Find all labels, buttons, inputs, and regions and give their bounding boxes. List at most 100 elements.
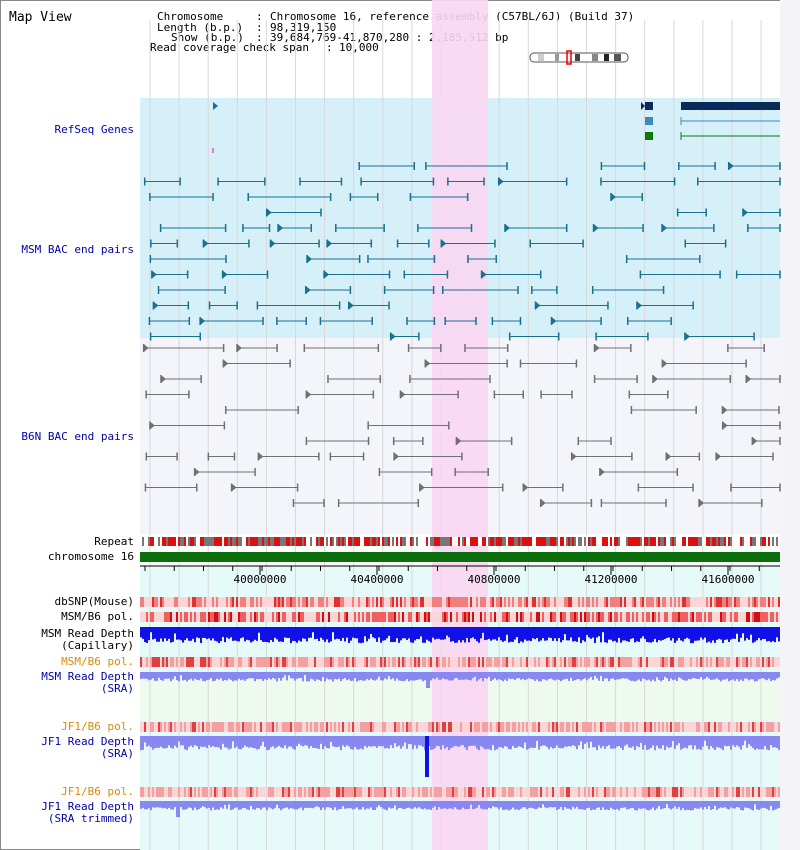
track-label-msm-bac[interactable]: MSM BAC end pairs bbox=[21, 243, 134, 256]
msm-depth-sra-bar bbox=[222, 672, 224, 681]
jf1-b6-pol-2-strip bbox=[312, 787, 314, 797]
jf1-b6-pol-strip bbox=[178, 722, 180, 732]
jf1-depth-sra-bar bbox=[318, 736, 320, 749]
jf1-b6-pol-2-strip bbox=[196, 787, 198, 797]
track-label-jf1-depth-sra[interactable]: JF1 Read Depth bbox=[41, 735, 134, 748]
jf1-depth-sra-bar bbox=[354, 736, 356, 747]
jf1-depth-sra-bar bbox=[770, 736, 772, 746]
track-label-msm-b6-pol[interactable]: MSM/B6 pol. bbox=[61, 610, 134, 623]
jf1-b6-pol-strip bbox=[732, 722, 734, 732]
track-label-jf1-b6-pol-2[interactable]: JF1/B6 pol. bbox=[61, 785, 134, 798]
track-label-chromosome[interactable]: chromosome 16 bbox=[47, 550, 134, 563]
repeat-segment bbox=[562, 537, 564, 546]
jf1-b6-pol-strip bbox=[672, 722, 674, 732]
track-label-dbsnp[interactable]: dbSNP(Mouse) bbox=[54, 595, 134, 608]
jf1-b6-pol-2-strip bbox=[612, 787, 614, 797]
track-label-msm-depth-cap[interactable]: MSM Read Depth bbox=[41, 627, 134, 640]
msm-bac-arrow bbox=[742, 208, 748, 217]
dbsnp-strip bbox=[516, 597, 518, 607]
jf1-depth-sra-bar bbox=[492, 736, 494, 746]
jf1-depth-sra-bar bbox=[758, 736, 760, 750]
repeat-segment bbox=[340, 537, 342, 546]
msm-depth-capillary-bar bbox=[600, 627, 602, 643]
msm-b6-pol-2-strip bbox=[720, 657, 722, 667]
jf1-b6-pol-2-strip bbox=[718, 787, 720, 797]
dbsnp-strip bbox=[350, 597, 352, 607]
dbsnp-strip bbox=[416, 597, 418, 607]
dbsnp-strip bbox=[216, 597, 218, 607]
repeat-segment bbox=[200, 537, 202, 546]
dbsnp-strip bbox=[338, 597, 340, 607]
jf1-b6-pol-2-strip bbox=[486, 787, 488, 797]
track-label-jf1-depth-trim[interactable]: JF1 Read Depth bbox=[41, 800, 134, 813]
msm-b6-pol-2-strip bbox=[690, 657, 692, 667]
jf1-b6-pol-2-strip bbox=[374, 787, 376, 797]
jf1-b6-pol-2-strip bbox=[160, 787, 162, 797]
jf1-depth-trim-bar bbox=[218, 801, 220, 810]
dbsnp-strip bbox=[246, 597, 248, 607]
msm-b6-pol-strip bbox=[366, 612, 368, 622]
msm-b6-pol-2-strip bbox=[306, 657, 308, 667]
msm-b6-pol-2-strip bbox=[220, 657, 222, 667]
jf1-b6-pol-strip bbox=[550, 722, 552, 732]
dbsnp-strip bbox=[758, 597, 760, 607]
track-label-b6n-bac[interactable]: B6N BAC end pairs bbox=[21, 430, 134, 443]
track-label-msm-b6-pol-2[interactable]: MSM/B6 pol. bbox=[61, 655, 134, 668]
dbsnp-strip bbox=[480, 597, 482, 607]
msm-depth-capillary-bar bbox=[348, 627, 350, 644]
msm-depth-capillary-bar bbox=[518, 627, 520, 644]
jf1-depth-sra-bar bbox=[296, 736, 298, 747]
jf1-depth-sra-bar bbox=[666, 736, 668, 747]
track-label-jf1-b6-pol[interactable]: JF1/B6 pol. bbox=[61, 720, 134, 733]
msm-b6-pol-strip bbox=[404, 612, 406, 622]
dbsnp-strip bbox=[468, 597, 470, 607]
track-label-msm-depth-sra[interactable]: MSM Read Depth bbox=[41, 670, 134, 683]
jf1-b6-pol-2-strip bbox=[390, 787, 392, 797]
dbsnp-strip bbox=[150, 597, 152, 607]
msm-depth-sra-bar bbox=[178, 672, 180, 682]
track-label-repeat[interactable]: Repeat bbox=[94, 535, 134, 548]
jf1-depth-trim-bar bbox=[770, 801, 772, 807]
msm-b6-pol-strip bbox=[592, 612, 594, 622]
jf1-b6-pol-2-strip bbox=[384, 787, 386, 797]
msm-depth-capillary-bar bbox=[224, 627, 226, 643]
jf1-depth-trim-bar bbox=[494, 801, 496, 808]
jf1-b6-pol-2-strip bbox=[386, 787, 388, 797]
msm-bac-arrow bbox=[498, 177, 504, 186]
jf1-depth-sra-bar bbox=[618, 736, 620, 746]
jf1-depth-sra-bar bbox=[724, 736, 726, 746]
jf1-b6-pol-strip bbox=[326, 722, 328, 732]
jf1-depth-sra-bar bbox=[652, 736, 654, 746]
dbsnp-strip bbox=[650, 597, 652, 607]
dbsnp-strip bbox=[308, 597, 310, 607]
msm-depth-capillary-bar bbox=[762, 627, 764, 639]
jf1-depth-sra-bar bbox=[310, 736, 312, 746]
repeat-segment bbox=[466, 537, 468, 546]
repeat-segment bbox=[170, 537, 172, 546]
msm-depth-capillary-bar bbox=[396, 627, 398, 639]
msm-b6-pol-2-strip bbox=[396, 657, 398, 667]
repeat-segment bbox=[508, 537, 510, 546]
msm-b6-pol-2-strip bbox=[216, 657, 218, 667]
jf1-depth-sra-bar bbox=[148, 736, 150, 746]
msm-b6-pol-strip bbox=[386, 612, 388, 622]
msm-depth-sra-bar bbox=[218, 672, 220, 680]
jf1-b6-pol-strip bbox=[260, 722, 262, 732]
jf1-b6-pol-strip bbox=[528, 722, 530, 732]
jf1-b6-pol-strip bbox=[574, 722, 576, 732]
jf1-b6-pol-strip bbox=[300, 722, 302, 732]
msm-b6-pol-2-strip bbox=[430, 657, 432, 667]
jf1-depth-trim-bar bbox=[156, 801, 158, 808]
repeat-segment bbox=[346, 537, 348, 546]
msm-depth-capillary-bar bbox=[382, 627, 384, 641]
track-label-refseq[interactable]: RefSeq Genes bbox=[54, 123, 134, 136]
jf1-b6-pol-strip bbox=[552, 722, 554, 732]
dbsnp-strip bbox=[306, 597, 308, 607]
msm-depth-capillary-bar bbox=[404, 627, 406, 639]
jf1-depth-sra-bar bbox=[730, 736, 732, 750]
jf1-b6-pol-strip bbox=[444, 722, 446, 732]
jf1-b6-pol-2-strip bbox=[230, 787, 232, 797]
dbsnp-strip bbox=[626, 597, 628, 607]
dbsnp-strip bbox=[530, 597, 532, 607]
